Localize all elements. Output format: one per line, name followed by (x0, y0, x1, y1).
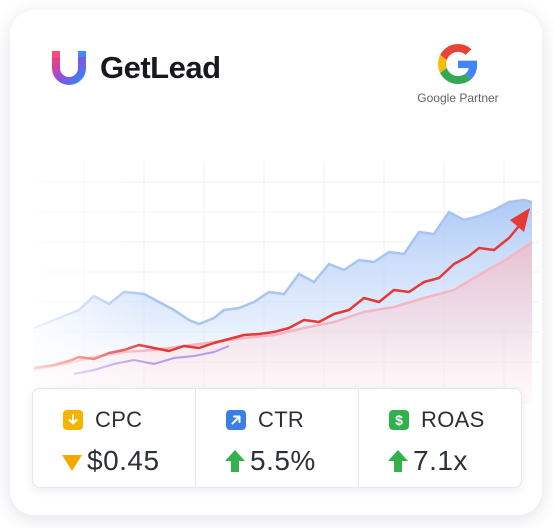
stat-value: 7.1x (413, 445, 468, 476)
stat-label: CPC (95, 407, 143, 432)
triangle-down-icon (62, 455, 82, 471)
stat-ctr: CTR 5.5% (196, 389, 359, 487)
dollar-icon: $ (389, 410, 409, 430)
arrow-up-icon (225, 450, 245, 472)
google-partner-label: Google Partner (417, 91, 499, 105)
performance-trend-chart (24, 142, 540, 412)
arrow-up-right-icon (226, 410, 246, 430)
stat-label: CTR (258, 407, 305, 432)
brand: GetLead (50, 48, 221, 88)
google-partner-badge: Google Partner (406, 44, 510, 105)
stats-panel: CPC $0.45 CTR 5.5% (32, 388, 522, 488)
u-magnet-logo-icon (52, 51, 86, 85)
brand-name: GetLead (100, 50, 221, 85)
stat-value: $0.45 (87, 445, 160, 476)
ad-metrics-card: GetLead Google Partner (10, 10, 542, 515)
stat-value: 5.5% (250, 445, 316, 476)
google-g-icon (438, 44, 478, 84)
stat-label: ROAS (421, 407, 485, 432)
arrow-up-icon (388, 450, 408, 472)
stat-roas: $ ROAS 7.1x (359, 389, 521, 487)
stat-cpc: CPC $0.45 (33, 389, 196, 487)
arrow-down-icon (63, 410, 83, 430)
